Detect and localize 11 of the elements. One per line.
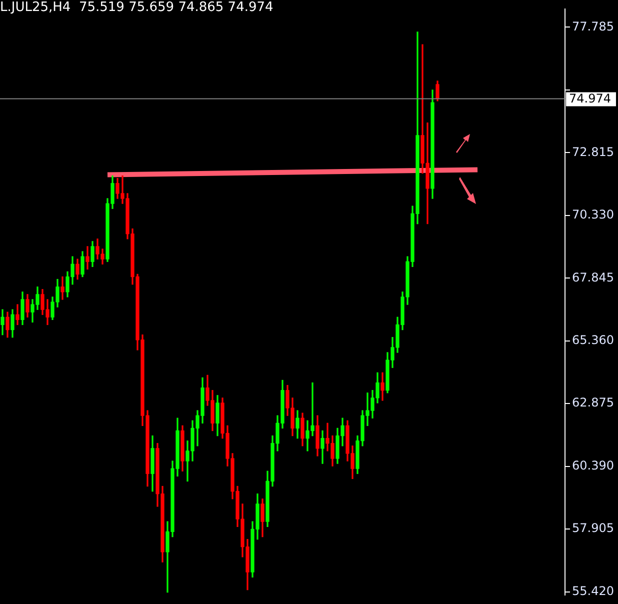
y-tick-label: 57.905	[572, 521, 614, 536]
y-tick-label: 67.845	[572, 270, 614, 284]
y-tick-label: 55.420	[572, 584, 614, 598]
chart-title: L.JUL25,H4 75.519 75.659 74.865 74.974	[0, 0, 274, 15]
y-tick-label: 70.330	[572, 208, 614, 222]
y-tick-label: 77.785	[572, 19, 614, 34]
y-tick-label: 60.390	[572, 458, 614, 472]
y-tick-label: 65.360	[572, 332, 614, 347]
y-tick-label: 62.875	[572, 396, 614, 410]
ref-line-label: 74.974	[569, 91, 611, 106]
y-tick-label: 72.815	[572, 144, 614, 159]
